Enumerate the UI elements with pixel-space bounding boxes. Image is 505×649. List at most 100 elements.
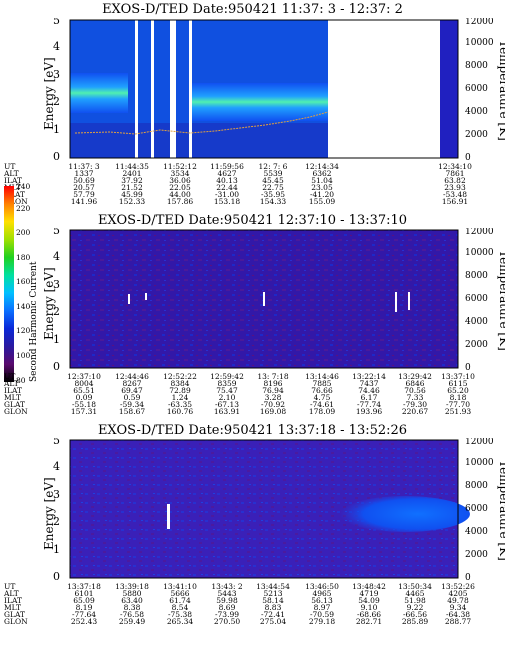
panel3-alt-value: 4465 (405, 589, 425, 598)
panel3-row-label-alt: ALT (4, 589, 19, 598)
panel1-ilat-value: 45.45 (262, 176, 284, 185)
panel2-glat-value: -63.35 (167, 400, 193, 409)
panel2-ytick-5: 5 (53, 228, 60, 237)
panel1-glon-value: 141.96 (70, 197, 98, 206)
panel3-blue-region (340, 496, 470, 532)
panel1-ytick-3: 3 (53, 68, 60, 81)
panel1-gap-3 (170, 20, 176, 158)
panel3-mlt-value: 9.34 (449, 603, 467, 612)
panel1-glon-value: 155.09 (308, 197, 336, 206)
panel2-row-label-ilat: ILAT (4, 386, 22, 395)
panel3-y2tick-5: 10000 (465, 458, 494, 468)
panel3-alt-value: 5880 (122, 589, 142, 598)
panel3-y2tick-0: 0 (465, 573, 471, 583)
panel3-row-label-glat: GLAT (4, 610, 25, 619)
panel2-glat-value: -59.34 (119, 400, 145, 409)
colorbar-tick-220: 220 (16, 204, 31, 213)
panel1-ut-value: 11:59:56 (210, 162, 244, 171)
panel2-row-label-mlt: MLT (4, 393, 22, 402)
panel2-glat-value: -67.13 (214, 400, 240, 409)
panel2-ilat-value: 65.20 (447, 386, 469, 395)
colorbar-gradient (4, 186, 14, 382)
panel3-glon-value: 252.43 (70, 617, 98, 626)
panel2-spike-5 (408, 292, 410, 310)
panel2-plot: 0 1 2 3 4 5 0 2000 4000 6000 8000 10000 … (42, 228, 505, 373)
panel2-glat-value: -77.74 (356, 400, 382, 409)
panel2-ytick-3: 3 (53, 278, 60, 291)
colorbar-label-svg: Second Harmonic Current (29, 261, 39, 382)
panel1-y2tick-1: 2000 (465, 130, 488, 140)
panel2-spike-4 (395, 292, 397, 312)
panel3-ilat-value: 51.98 (404, 596, 426, 605)
panel2-y2tick-4: 8000 (465, 271, 488, 281)
panel3-glat-value: -77.64 (71, 610, 97, 619)
panel2-row-label-glon: GLON (4, 407, 28, 416)
panel3-ytick-2: 2 (53, 515, 60, 528)
panel1-glat-value: -31.00 (214, 190, 240, 199)
panel1-row-label-ilat: ILAT (4, 176, 22, 185)
panel2-mlt-value: 0.59 (123, 393, 141, 402)
panel2-mlt-value: 4.75 (313, 393, 331, 402)
panel3-alt-value: 5213 (263, 589, 283, 598)
panel1-gap-5 (328, 20, 440, 158)
panel3-alt-value: 4965 (312, 589, 332, 598)
panel3-ilat-value: 65.09 (73, 596, 95, 605)
panel2-ilat-value: 75.47 (216, 386, 238, 395)
panel1-title: EXOS-D/TED Date:950421 11:37: 3 - 12:37:… (102, 2, 403, 17)
panel2-ut-value: 13:37:10 (441, 372, 475, 381)
panel3-ilat-value: 54.09 (358, 596, 380, 605)
panel1-ut-value: 12: 7: 6 (258, 162, 288, 171)
colorbar-tick-180: 180 (16, 253, 31, 262)
panel1-y2tick-4: 8000 (465, 61, 488, 71)
panel1-ilat-value: 51.04 (311, 176, 333, 185)
colorbar-tick-80: 80 (16, 376, 26, 385)
panel1-row-label-glat: GLAT (4, 190, 25, 199)
panel3-ut-value: 13:44:54 (256, 582, 290, 591)
panel2-glon-value: 251.93 (444, 407, 472, 416)
panel3-frame (69, 439, 459, 579)
panel1-ytick-5: 5 (53, 18, 60, 27)
panel2-glat-value: -77.70 (445, 400, 471, 409)
panel1-ylabel: Energy [eV] (42, 57, 56, 130)
colorbar-label: Second Harmonic Current (29, 261, 39, 382)
panel3-y2tick-4: 8000 (465, 481, 488, 491)
panel2-glon-value: 193.96 (355, 407, 383, 416)
panel3-mlt-value: 8.38 (123, 603, 141, 612)
colorbar-tick-120: 120 (16, 326, 31, 335)
panel2-y2tick-6: 12000 (465, 228, 494, 237)
panel1-alt-value: 7861 (445, 169, 465, 178)
panel3-yticks: 0 1 2 3 4 5 (53, 438, 60, 583)
panel1-gap-1 (135, 20, 138, 158)
panel3-y2label: Temperature [K] (497, 460, 505, 561)
panel3-ut-value: 13:39:18 (115, 582, 149, 591)
panel2-glon-value: 169.08 (259, 407, 287, 416)
panel3-glat-value: -70.59 (309, 610, 335, 619)
panel2-ut-value: 12:59:42 (210, 372, 244, 381)
panel1-row-label-glon: GLON (4, 197, 28, 206)
panel1-glat-value: -35.95 (260, 190, 286, 199)
panel1-mlt-value: 23.93 (444, 183, 466, 192)
panel2-spike-1 (128, 294, 130, 304)
panel1-glon-value: 152.33 (118, 197, 146, 206)
panel2-ilat-value: 70.56 (404, 386, 426, 395)
panel3-glat-value: -73.99 (214, 610, 240, 619)
panel3-y2ticks: 0 2000 4000 6000 8000 10000 12000 (465, 438, 494, 583)
panel1-mlt-value: 21.52 (121, 183, 143, 192)
panel2-alt-value: 8384 (170, 379, 190, 388)
panel3-glon-value: 265.34 (166, 617, 194, 626)
panel3-alt-value: 5443 (217, 589, 237, 598)
panel3-ilat-value: 58.14 (262, 596, 284, 605)
panel1-mlt-value: 20.57 (73, 183, 95, 192)
panel1-glon-value: 156.91 (441, 197, 469, 206)
panel3-glon-value: 270.50 (213, 617, 241, 626)
panel1-glat-value: 57.79 (73, 190, 95, 199)
panel3-glon-value: 282.71 (355, 617, 383, 626)
panel2-title: EXOS-D/TED Date:950421 12:37:10 - 13:37:… (97, 213, 408, 228)
panel1-alt-value: 1337 (74, 169, 94, 178)
panel1-glon-value: 153.18 (213, 197, 241, 206)
panel2-glat-value: -74.61 (309, 400, 335, 409)
panel3-plot: 0 1 2 3 4 5 0 2000 4000 6000 8000 10000 … (42, 438, 505, 583)
panel3-title: EXOS-D/TED Date:950421 13:37:18 - 13:52:… (97, 423, 408, 438)
panel3-ut-value: 13:41:10 (163, 582, 197, 591)
panel2-ut-value: 13:22:14 (352, 372, 386, 381)
